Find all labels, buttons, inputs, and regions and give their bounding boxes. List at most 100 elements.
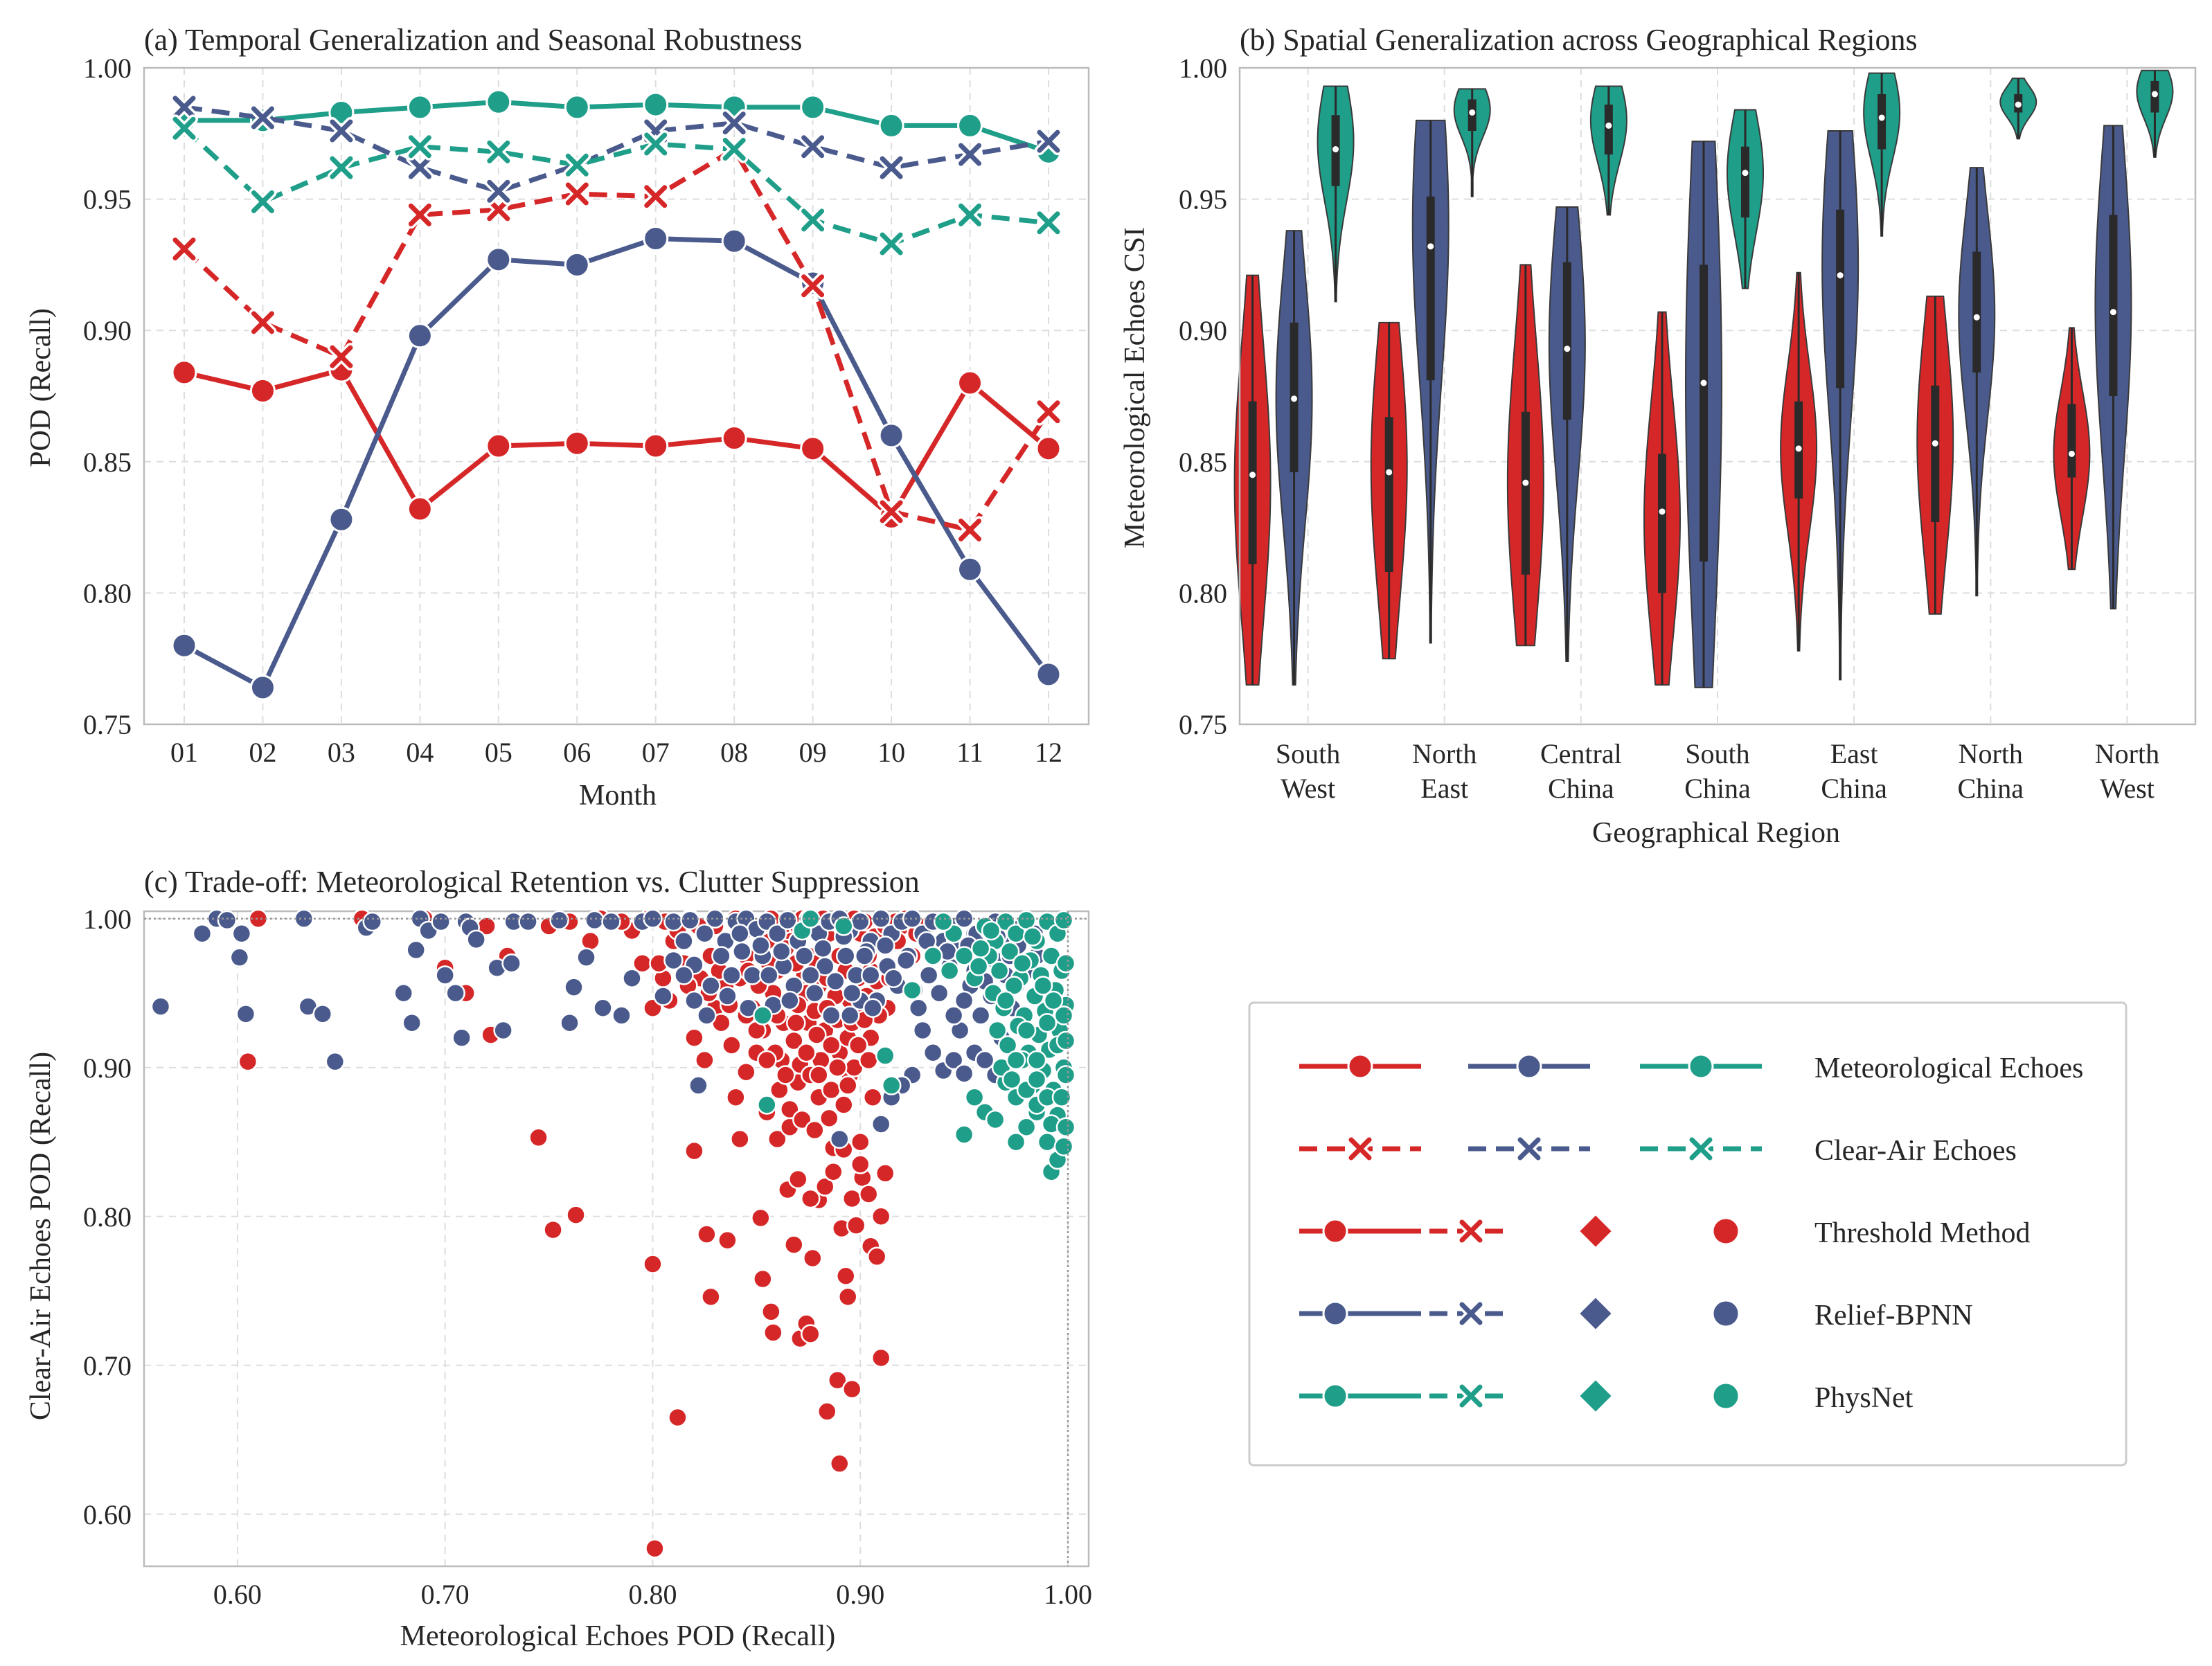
violin-median: [1386, 469, 1393, 476]
legend-handle-row-3: [1299, 1296, 1740, 1332]
legend-label-meteorological-echoes: Meteorological Echoes: [1814, 1053, 2083, 1084]
legend-label-clear-air-echoes: Clear-Air Echoes: [1814, 1135, 2017, 1167]
legend-x-marker-relief: [1515, 1135, 1543, 1163]
legend-circle-marker-relief: [1516, 1053, 1542, 1080]
point-12: [697, 1224, 717, 1244]
point-123: [860, 965, 881, 985]
panel-a-xtick-11: 12: [1035, 737, 1062, 768]
violin-median: [1249, 472, 1256, 478]
point-174: [807, 1025, 827, 1045]
point-3: [407, 496, 433, 522]
point-4-cross: [487, 140, 510, 163]
point-5-cross: [565, 182, 589, 206]
point-145: [883, 968, 904, 988]
panel-b-axes-frame: [1238, 66, 2197, 726]
point-20: [445, 983, 465, 1003]
point-82: [742, 965, 762, 985]
legend-label-physnet: PhysNet: [1814, 1382, 1914, 1414]
point-8: [643, 1254, 663, 1274]
point-198: [850, 1154, 871, 1174]
point-43: [674, 931, 694, 951]
point-2-cross: [330, 119, 353, 143]
panel-b-xtick-0-line2: West: [1281, 773, 1335, 804]
point-1: [249, 674, 276, 701]
panel-b-violin-3-threshold: [1643, 311, 1681, 686]
violin-iqr-box: [2067, 404, 2076, 478]
point-140: [780, 990, 800, 1011]
point-3: [407, 323, 433, 349]
panel-b-violin-3-physnet: [1726, 109, 1765, 289]
point-10-cross: [958, 518, 982, 541]
point-11: [1035, 127, 1062, 156]
point-5: [528, 1127, 548, 1148]
violin-iqr-box: [1658, 454, 1666, 593]
point-115: [912, 1020, 933, 1041]
violin-median: [1973, 314, 1980, 321]
point-8: [799, 132, 827, 161]
point-74: [1037, 1013, 1058, 1033]
point-136: [697, 1005, 717, 1025]
point-160: [875, 935, 895, 956]
panel-c-ytick-2: 0.80: [83, 1201, 132, 1233]
point-18: [761, 1302, 781, 1322]
point-52: [819, 1108, 839, 1129]
point-11: [1035, 397, 1062, 426]
point-4: [484, 138, 512, 166]
point-1: [249, 104, 277, 132]
panel-b-violin-chart: (b) Spatial Generalization across Geogra…: [1119, 23, 2197, 849]
panel-b-ytick-3: 0.90: [1179, 315, 1227, 346]
point-173: [796, 1043, 817, 1063]
violin-median: [1837, 272, 1844, 279]
point-81: [981, 920, 1001, 941]
panel-b-ytick-2: 0.85: [1179, 447, 1227, 478]
violin-iqr-box: [1700, 265, 1708, 562]
point-79: [1012, 953, 1033, 974]
point-47: [695, 924, 715, 944]
point-10: [954, 1125, 974, 1145]
point-2-cross: [330, 345, 353, 368]
point-0: [170, 235, 198, 263]
point-71: [995, 990, 1016, 1011]
panel-c-xtick-2: 0.80: [628, 1579, 677, 1610]
point-4: [485, 89, 512, 115]
point-34: [585, 910, 605, 931]
point-9: [878, 422, 904, 449]
point-6-cross: [644, 132, 668, 156]
point-3-cross: [408, 156, 431, 179]
violin-iqr-box: [1741, 146, 1749, 218]
point-88: [1055, 953, 1076, 974]
point-2: [327, 154, 355, 182]
point-26: [493, 1020, 513, 1041]
point-29: [518, 911, 538, 932]
point-6: [881, 1075, 902, 1095]
legend-dashed-marker: [1457, 1382, 1485, 1410]
legend-diamond-marker: [1578, 1213, 1614, 1249]
point-10: [956, 201, 984, 229]
point-137: [717, 986, 738, 1006]
point-4: [485, 247, 512, 273]
point-3: [406, 132, 434, 161]
panel-c-series-physnet: [753, 908, 1076, 1182]
point-139: [759, 965, 779, 985]
point-48: [705, 908, 725, 929]
violin-median: [1291, 395, 1298, 402]
point-193: [815, 1176, 835, 1197]
point-10-cross: [958, 203, 982, 226]
point-35: [593, 998, 613, 1018]
point-178: [848, 1035, 868, 1055]
violin-iqr-box: [1384, 417, 1393, 573]
violin-median: [2068, 450, 2075, 457]
point-80: [722, 965, 742, 985]
point-79: [711, 946, 731, 966]
point-10: [956, 516, 984, 544]
point-3-cross: [408, 135, 431, 159]
panel-a-xtick-4: 05: [485, 737, 512, 768]
violin-iqr-box: [1972, 251, 1981, 373]
point-7: [721, 425, 747, 451]
panel-c-ytick-4: 1.00: [83, 904, 132, 935]
point-85: [1051, 1087, 1072, 1107]
point-10: [325, 1051, 346, 1072]
point-15: [406, 940, 426, 960]
point-7-cross: [722, 138, 746, 161]
point-84: [1026, 1069, 1047, 1090]
